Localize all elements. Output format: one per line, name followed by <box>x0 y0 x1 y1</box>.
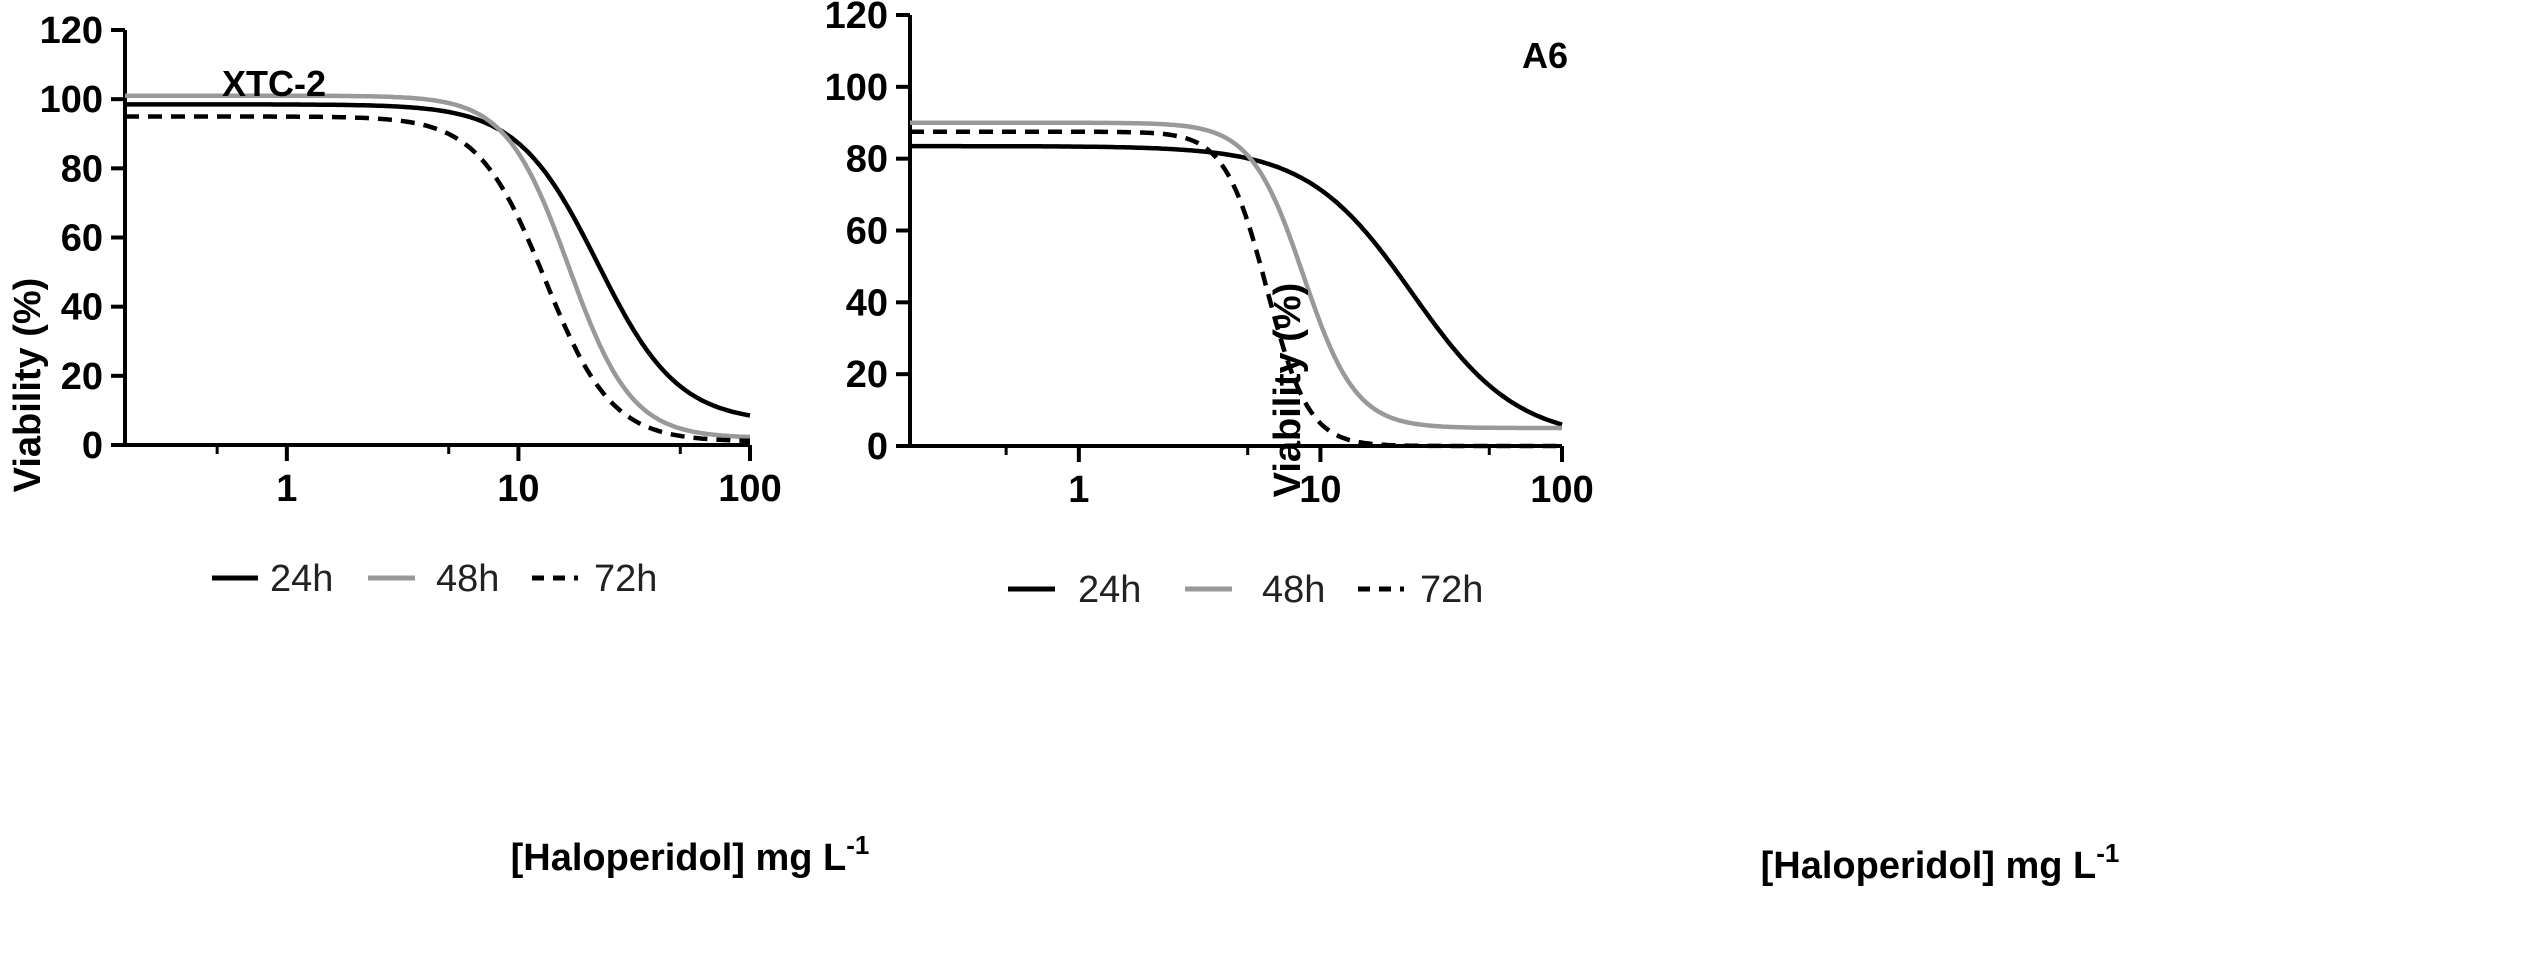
panel-xtc2-title: XTC-2 <box>222 63 326 104</box>
y-tick-label: 120 <box>40 10 103 52</box>
y-tick-label: 60 <box>61 218 103 260</box>
y-tick-label: 20 <box>846 354 888 396</box>
series-line-72h <box>125 114 750 444</box>
x-tick-label: 100 <box>718 468 781 510</box>
legend-label-48h: 48h <box>1262 569 1325 611</box>
y-tick-label: 40 <box>846 282 888 324</box>
legend-label-24h: 24h <box>270 558 333 600</box>
panel-a6-xlabel-main: [Haloperidol] mg L <box>1761 845 2097 887</box>
series-line-24h <box>910 143 1563 427</box>
panel-a6-title: A6 <box>1522 35 1568 76</box>
y-tick-label: 120 <box>825 0 888 37</box>
legend-label-24h: 24h <box>1078 569 1141 611</box>
series-line-48h <box>125 93 751 440</box>
x-tick-label: 1 <box>276 468 297 510</box>
x-tick-label: 10 <box>497 468 539 510</box>
series-line-24h <box>125 102 751 418</box>
panel-xtc2-ylabel: Viability (%) <box>7 278 49 493</box>
y-tick-label: 60 <box>846 211 888 253</box>
panel-xtc2-xlabel: [Haloperidol] mg L-1 <box>511 830 870 879</box>
y-tick-label: 80 <box>846 139 888 181</box>
y-tick-label: 40 <box>61 287 103 329</box>
y-tick-label: 0 <box>867 426 888 468</box>
y-tick-label: 100 <box>825 67 888 109</box>
panel-a6-xlabel: [Haloperidol] mg L-1 <box>1761 838 2120 887</box>
legend-label-72h: 72h <box>1420 569 1483 611</box>
y-tick-label: 80 <box>61 148 103 190</box>
y-tick-label: 100 <box>40 79 103 121</box>
legend-label-72h: 72h <box>594 558 657 600</box>
x-tick-label: 1 <box>1068 469 1089 511</box>
panel-xtc2-legend: 24h 48h 72h <box>212 558 657 600</box>
panel-a6-ylabel: Viability (%) <box>1267 283 1309 498</box>
series-line-48h <box>910 120 1562 431</box>
panel-xtc2-xlabel-sup: -1 <box>846 830 869 860</box>
y-tick-label: 0 <box>82 425 103 467</box>
panel-a6-xlabel-sup: -1 <box>2096 838 2119 868</box>
x-tick-label: 100 <box>1530 469 1593 511</box>
panel-xtc2-xlabel-main: [Haloperidol] mg L <box>511 837 847 879</box>
y-tick-label: 20 <box>61 356 103 398</box>
legend-label-48h: 48h <box>436 558 499 600</box>
series-line-72h <box>910 129 1562 449</box>
panel-a6-legend: 24h 48h 72h <box>1008 569 1483 611</box>
x-tick-label: 10 <box>1299 469 1341 511</box>
